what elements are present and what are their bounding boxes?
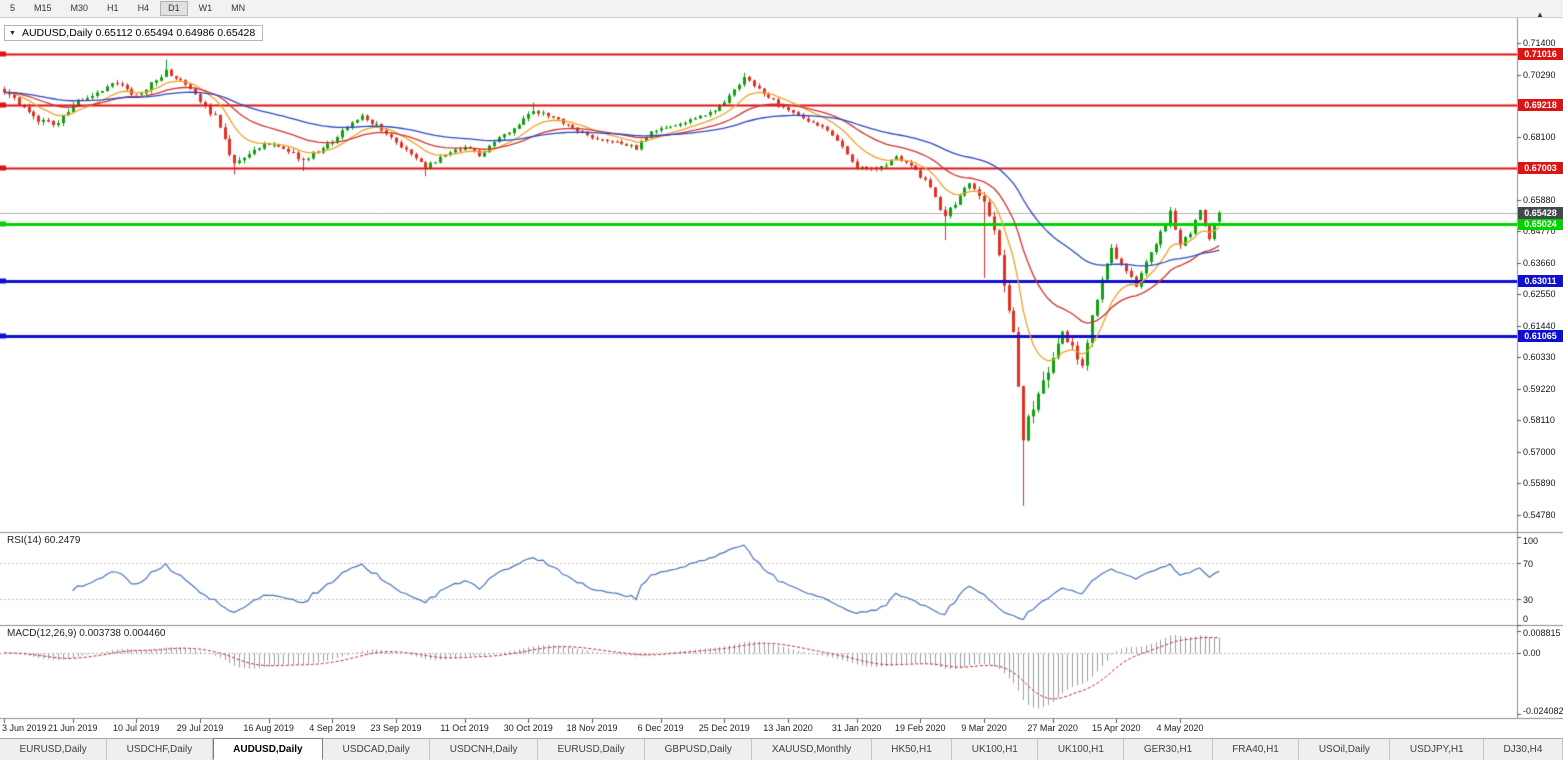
timeframe-button-h4[interactable]: H4 (137, 3, 150, 13)
tab-usdcad-daily[interactable]: USDCAD,Daily (323, 739, 431, 760)
tab-gbpusd-daily[interactable]: GBPUSD,Daily (645, 739, 753, 760)
chart-shift-marker-icon: ▲ (1536, 10, 1544, 19)
tab-hk50-h1[interactable]: HK50,H1 (872, 739, 953, 760)
tab-usdchf-daily[interactable]: USDCHF,Daily (107, 739, 213, 760)
chart-tabs-bar: EURUSD,Daily USDCHF,Daily AUDUSD,Daily USDC… (0, 738, 1563, 760)
price-chart-canvas[interactable] (0, 0, 1563, 738)
tab-eurusd-daily[interactable]: EURUSD,Daily (0, 739, 108, 760)
tab-usdcnh-daily[interactable]: USDCNH,Daily (430, 739, 538, 760)
macd-indicator-label: MACD(12,26,9) 0.003738 0.004460 (4, 628, 169, 639)
tab-fra40-h1[interactable]: FRA40,H1 (1213, 739, 1300, 760)
timeframe-button-5[interactable]: 5 (10, 3, 16, 13)
timeframe-button-w1[interactable]: W1 (198, 3, 213, 13)
tab-ger30-h1[interactable]: GER30,H1 (1124, 739, 1213, 760)
tab-dj30-h4[interactable]: DJ30,H4 (1484, 739, 1563, 760)
tab-audusd-daily[interactable]: AUDUSD,Daily (212, 738, 324, 760)
tab-eurusd-daily[interactable]: EURUSD,Daily (538, 739, 646, 760)
timeframe-button-d1[interactable]: D1 (160, 1, 188, 16)
timeframe-button-m15[interactable]: M15 (34, 3, 52, 13)
chart-title-box: ▼ AUDUSD,Daily 0.65112 0.65494 0.64986 0… (4, 25, 264, 41)
tab-xauusd-monthly[interactable]: XAUUSD,Monthly (752, 739, 872, 760)
tab-usoil-daily[interactable]: USOil,Daily (1299, 739, 1391, 760)
tab-usdjpy-h1[interactable]: USDJPY,H1 (1390, 739, 1485, 760)
collapse-arrow-icon[interactable]: ▼ (9, 29, 16, 37)
chart-ohlc-text: AUDUSD,Daily 0.65112 0.65494 0.64986 0.6… (21, 27, 256, 39)
timeframe-button-h1[interactable]: H1 (107, 3, 119, 13)
tab-uk100-h1[interactable]: UK100,H1 (1038, 739, 1125, 760)
rsi-indicator-label: RSI(14) 60.2479 (4, 535, 84, 546)
tab-uk100-h1[interactable]: UK100,H1 (952, 739, 1039, 760)
timeframe-button-m30[interactable]: M30 (70, 3, 89, 13)
timeframe-button-mn[interactable]: MN (231, 3, 246, 13)
timeframe-toolbar: 5 M15 M30 H1 H4 D1 W1 MN (0, 0, 1563, 18)
